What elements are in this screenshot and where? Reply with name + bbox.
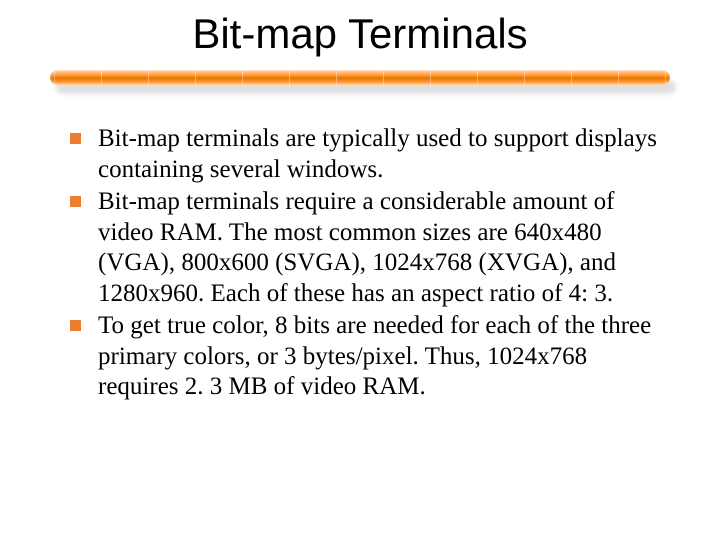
list-item: Bit-map terminals require a considerable… (70, 187, 670, 309)
divider-ticks (50, 70, 670, 85)
slide: Bit-map Terminals Bit-map terminals are … (0, 0, 720, 540)
list-item: Bit-map terminals are typically used to … (70, 124, 670, 185)
bullet-list: Bit-map terminals are typically used to … (70, 124, 670, 403)
slide-title: Bit-map Terminals (50, 10, 670, 58)
list-item: To get true color, 8 bits are needed for… (70, 311, 670, 403)
divider-bar (50, 70, 670, 94)
